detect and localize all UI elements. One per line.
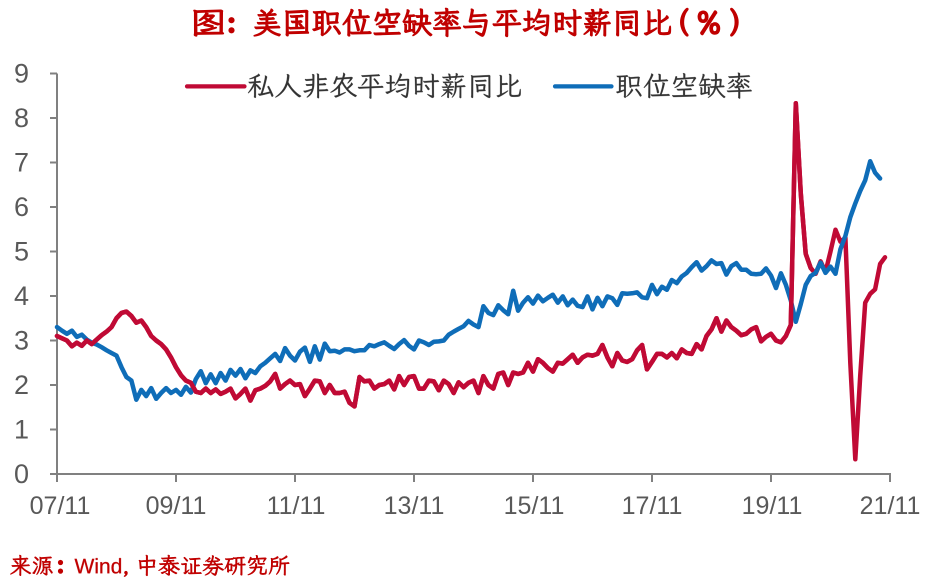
svg-text:15/11: 15/11: [504, 492, 565, 520]
svg-text:07/11: 07/11: [30, 492, 91, 520]
svg-text:7: 7: [14, 147, 29, 177]
svg-text:8: 8: [14, 103, 29, 133]
svg-text:19/11: 19/11: [742, 492, 803, 520]
svg-text:1: 1: [14, 414, 29, 444]
svg-text:13/11: 13/11: [384, 492, 445, 520]
svg-text:6: 6: [14, 192, 29, 222]
svg-text:5: 5: [14, 236, 29, 266]
svg-text:9: 9: [14, 58, 29, 88]
svg-text:11/11: 11/11: [267, 492, 326, 520]
svg-text:4: 4: [14, 281, 29, 311]
svg-text:09/11: 09/11: [146, 492, 207, 520]
svg-text:21/11: 21/11: [860, 492, 921, 520]
svg-text:3: 3: [14, 325, 29, 355]
svg-text:17/11: 17/11: [622, 492, 683, 520]
svg-text:0: 0: [14, 459, 29, 489]
svg-text:2: 2: [14, 370, 29, 400]
